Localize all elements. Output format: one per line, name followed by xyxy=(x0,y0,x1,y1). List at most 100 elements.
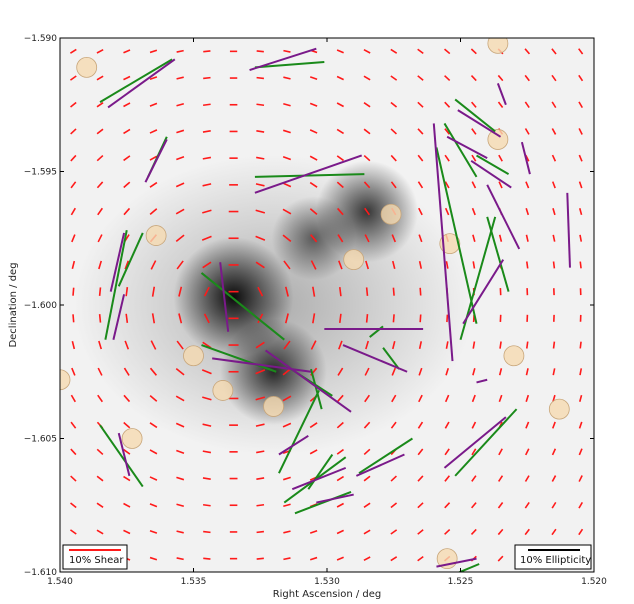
shear-dash xyxy=(363,502,371,508)
shear-dash xyxy=(364,394,371,403)
shear-dash xyxy=(365,287,369,296)
shear-dash xyxy=(255,209,266,214)
shear-dash xyxy=(417,421,424,429)
ellipticity-stick-green xyxy=(99,424,144,488)
shear-dash xyxy=(471,475,477,482)
shear-dash xyxy=(256,50,264,53)
shear-dash xyxy=(69,48,77,54)
shear-dash xyxy=(256,130,265,133)
shear-dash xyxy=(470,74,477,82)
shear-dash xyxy=(256,156,265,160)
shear-dash xyxy=(282,395,292,402)
shear-dash xyxy=(336,448,344,455)
shear-dash xyxy=(499,341,502,349)
shear-dash xyxy=(498,448,503,456)
galaxy-marker xyxy=(487,38,509,54)
shear-dash xyxy=(202,156,212,160)
shear-dash xyxy=(337,367,344,376)
legend-ellipticity-label: 10% Ellipticity xyxy=(520,555,591,566)
ellipticity-sticks xyxy=(99,47,571,572)
shear-dash xyxy=(497,101,504,108)
shear-dash xyxy=(201,235,212,241)
ellipticity-stick-purple xyxy=(265,349,352,413)
shear-dash xyxy=(256,503,265,507)
y-tick-label: −1.595 xyxy=(24,168,57,178)
shear-dash xyxy=(72,287,75,296)
shear-dash xyxy=(98,314,102,323)
shear-dash xyxy=(256,103,265,107)
y-axis-ticks: −1.590 −1.595 −1.600 −1.605 −1.610 xyxy=(24,34,594,578)
shear-dash xyxy=(282,129,291,134)
shear-dash xyxy=(551,421,556,429)
shear-dash xyxy=(96,502,104,508)
shear-dash xyxy=(525,394,530,403)
x-tick-label: 1.540 xyxy=(47,577,73,587)
galaxy-marker xyxy=(212,380,234,401)
shear-dash xyxy=(176,129,185,134)
ellipticity-stick-purple xyxy=(457,109,502,138)
shear-dash xyxy=(578,128,583,135)
shear-dash xyxy=(472,261,476,269)
shear-dash xyxy=(390,75,398,81)
galaxy-marker xyxy=(548,398,570,420)
shear-dash xyxy=(497,502,504,509)
shear-dash xyxy=(364,207,371,216)
shear-dash xyxy=(471,101,477,108)
shear-dash xyxy=(309,181,318,188)
shear-dash xyxy=(417,181,424,189)
shear-dash xyxy=(70,502,77,509)
shear-dash xyxy=(552,234,556,242)
shear-dash xyxy=(444,48,451,55)
shear-dash xyxy=(525,368,529,376)
shear-dash xyxy=(471,154,477,162)
shear-dash xyxy=(203,286,210,297)
shear-dash xyxy=(309,102,318,107)
shear-dash xyxy=(70,181,77,189)
shear-dash xyxy=(70,394,76,403)
ellipticity-stick-green xyxy=(254,61,325,69)
shear-dash xyxy=(309,422,318,429)
shear-dash xyxy=(471,181,477,189)
shear-dash xyxy=(445,341,449,349)
shear-dash xyxy=(390,475,397,482)
shear-dash xyxy=(363,448,371,456)
ellipticity-stick-purple xyxy=(486,184,521,250)
shear-dash xyxy=(149,208,158,215)
ellipticity-stick-purple xyxy=(462,259,505,325)
shear-dash xyxy=(392,340,396,350)
shear-dash xyxy=(202,396,212,401)
ellipticity-stick-green xyxy=(104,230,128,340)
shear-dash xyxy=(365,260,370,270)
ellipticity-stick-purple xyxy=(446,135,488,160)
shear-dash xyxy=(338,340,343,350)
shear-dash xyxy=(444,502,451,509)
shear-dash xyxy=(498,368,503,376)
shear-dash xyxy=(363,128,371,135)
shear-dash xyxy=(149,529,158,534)
shear-dash xyxy=(176,503,184,507)
shear-dash xyxy=(309,449,318,455)
ellipticity-stick-purple xyxy=(566,192,571,268)
shear-dash xyxy=(123,128,131,135)
shear-dash xyxy=(336,181,344,189)
shear-dash xyxy=(283,340,291,350)
ellipticity-stick-green xyxy=(278,390,320,474)
shear-dash xyxy=(525,421,530,429)
shear-dash xyxy=(551,448,557,456)
shear-dash xyxy=(392,314,395,323)
shear-dash xyxy=(283,76,291,80)
shear-dash xyxy=(257,286,264,297)
ellipticity-stick-green xyxy=(307,453,334,490)
ellipticity-stick-purple xyxy=(496,83,507,106)
shear-dash xyxy=(123,181,131,189)
shear-dash xyxy=(149,155,158,161)
shear-dash xyxy=(444,421,450,429)
x-tick-label: 1.535 xyxy=(181,577,207,587)
shear-dash xyxy=(283,530,291,534)
shear-dash xyxy=(284,313,289,324)
shear-dash xyxy=(149,476,158,481)
ellipticity-stick-purple xyxy=(432,123,454,362)
shear-dash xyxy=(176,260,184,270)
shear-dash xyxy=(255,396,266,401)
